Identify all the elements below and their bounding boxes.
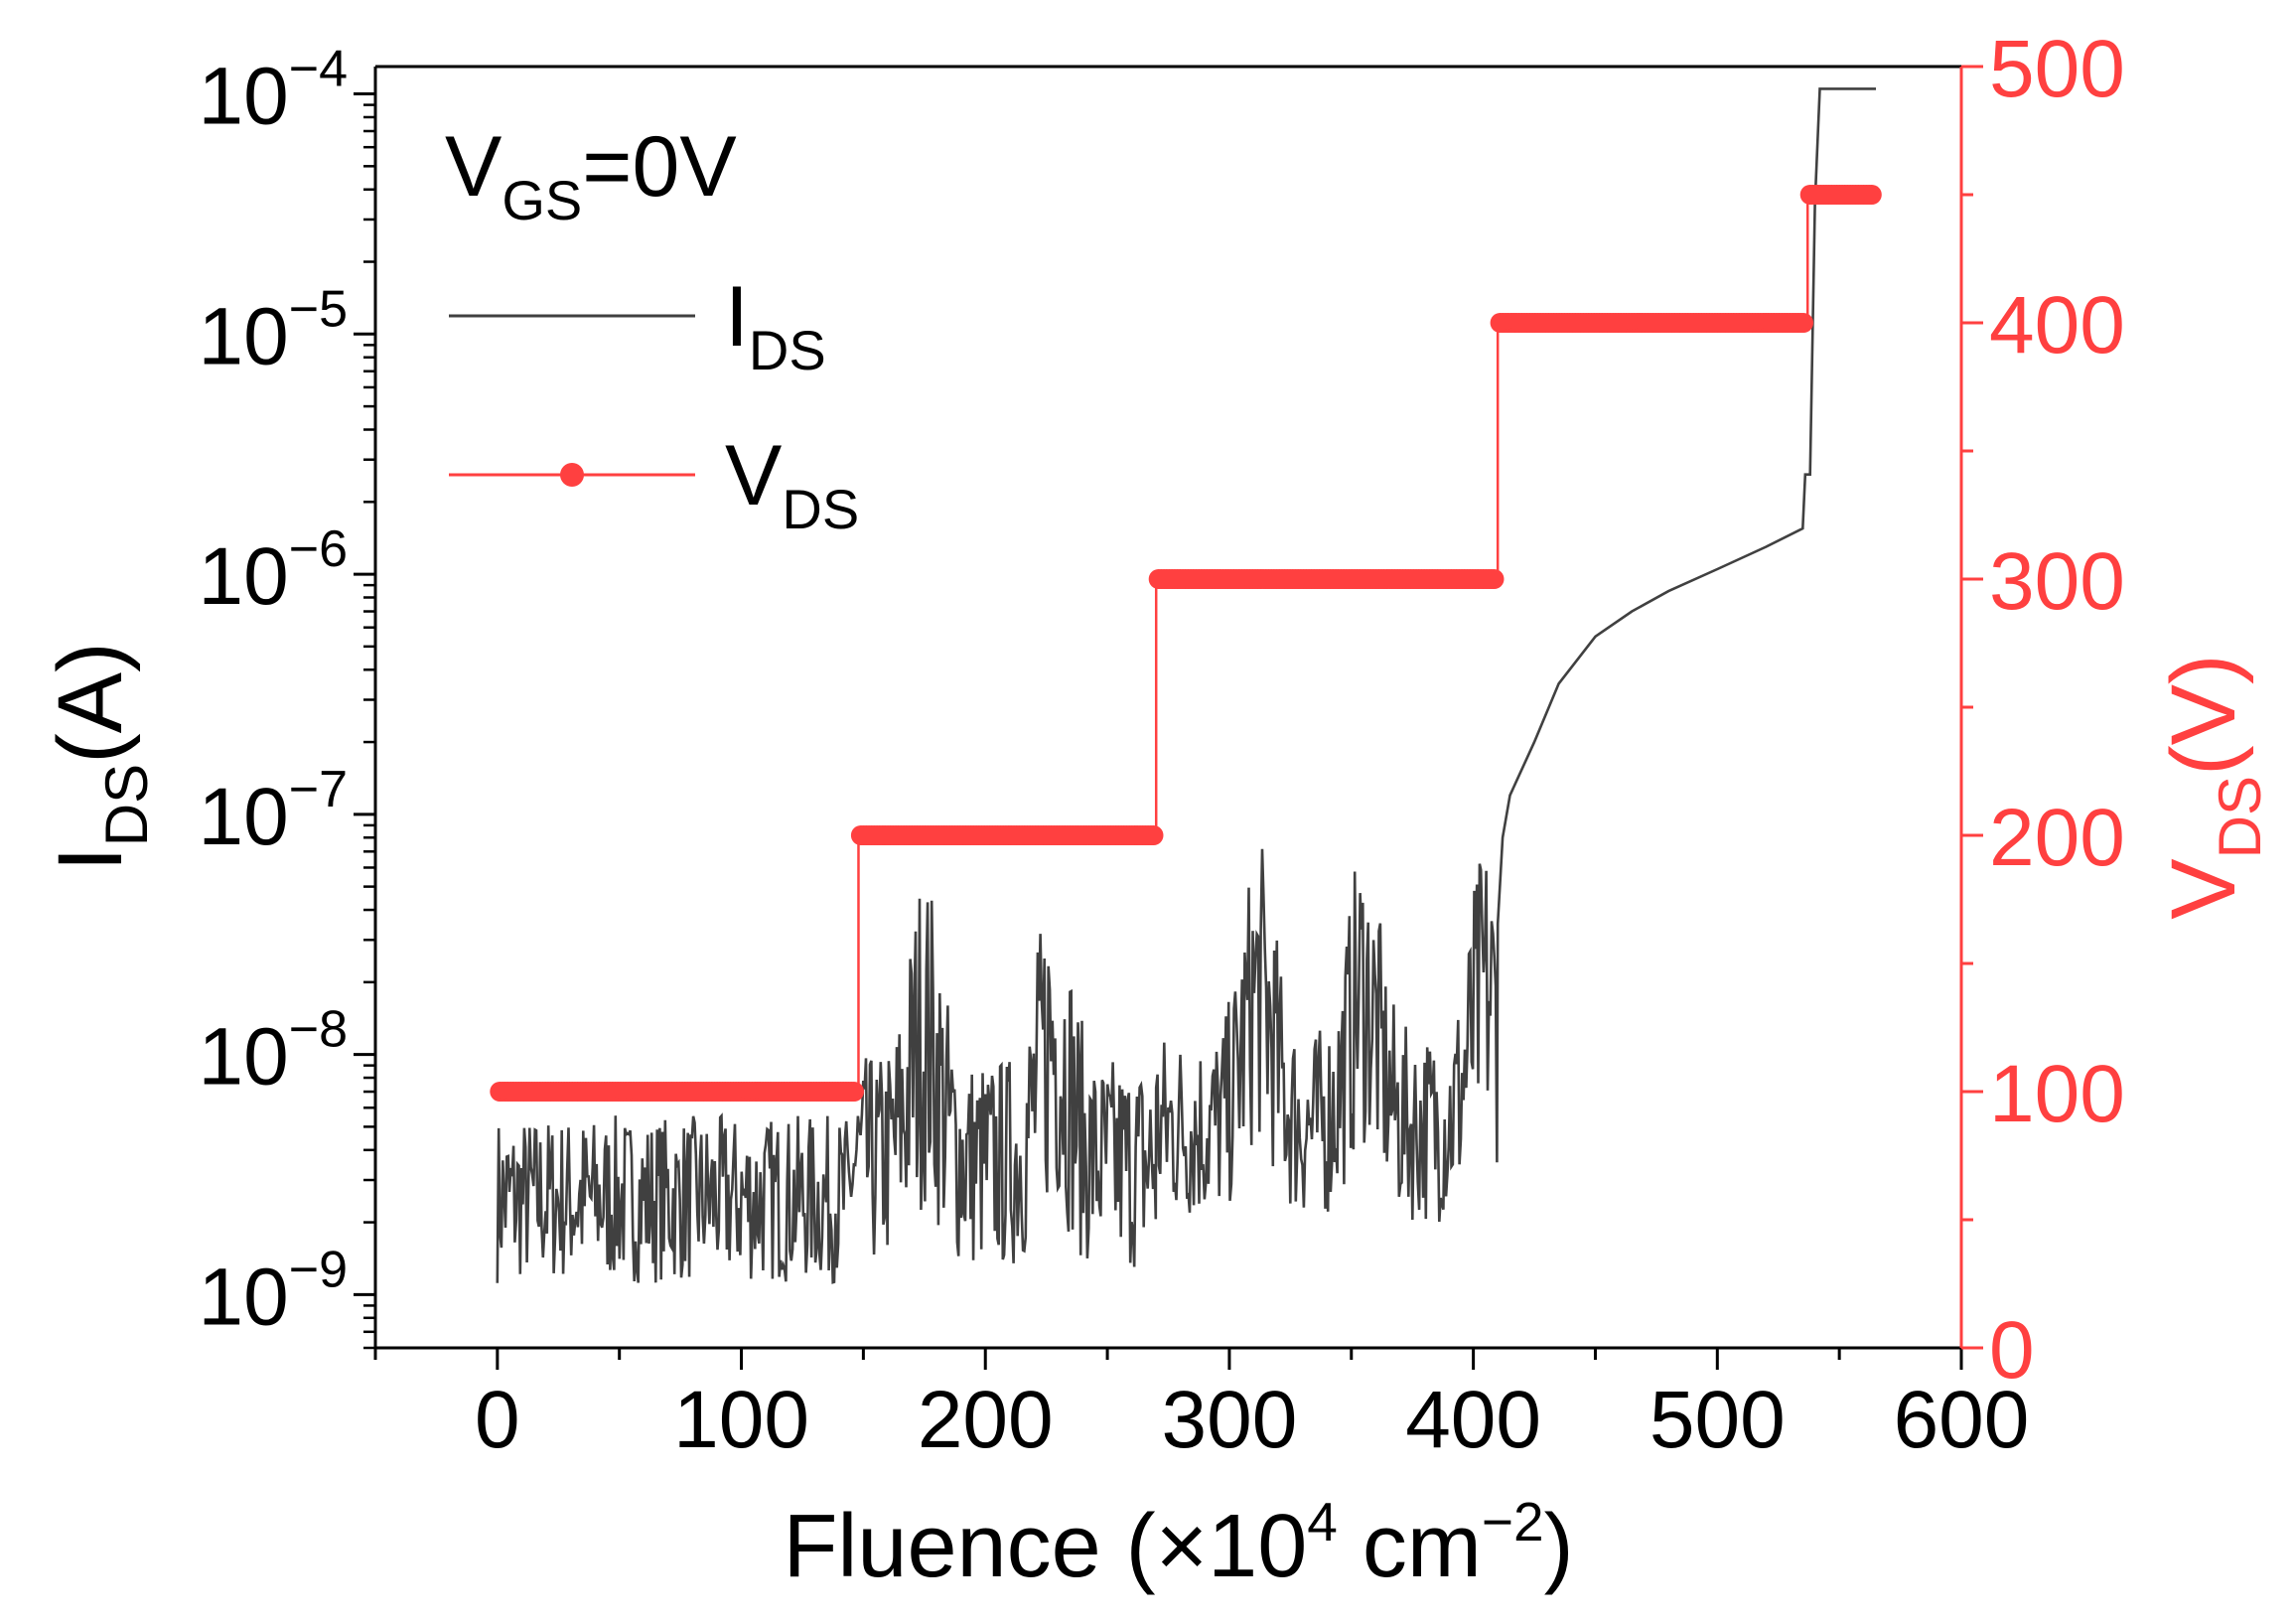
y-left-tick-label: 10−4 [198,41,348,142]
legend-vds-label: VDS [725,428,859,540]
y-left-tick-label: 10−7 [198,761,348,862]
vds-step-200 [850,825,1164,845]
y-right-axis-label: VDS(V) [2153,654,2273,919]
y-right-tick-label: 400 [1989,280,2125,370]
x-tick-label: 0 [475,1375,520,1465]
x-axis-label: Fluence (×104 cm−2) [783,1491,1573,1596]
y-left-tick-label: 10−6 [198,520,348,622]
y-right-tick-label: 300 [1989,536,2125,627]
vgs-annotation: VGS=0V [445,119,737,231]
x-tick-label: 500 [1650,1375,1786,1465]
vds-step-400 [1490,313,1813,333]
y-left-tick-label: 10−5 [198,280,348,381]
y-right-tick-label: 200 [1989,793,2125,883]
y-left-axis-label: IDS(A) [40,642,160,872]
vds-point [844,1082,864,1102]
x-tick-label: 200 [918,1375,1054,1465]
x-tick-label: 300 [1162,1375,1298,1465]
vds-step-100 [490,1082,864,1102]
vds-point [1794,313,1813,333]
legend-ids-label: IDS [725,269,826,381]
x-tick-label: 600 [1894,1375,2030,1465]
vds-point [1143,825,1164,845]
legend-vds-marker [560,463,584,487]
y-right-tick-label: 0 [1989,1305,2035,1396]
legend: IDS VDS [449,269,859,540]
y-left-tick-label: 10−9 [198,1241,348,1342]
ids-series-line [496,87,1876,1284]
vds-point [1861,185,1882,205]
vds-step-450 [1799,185,1882,205]
y-right-tick-label: 100 [1989,1049,2125,1139]
x-tick-label: 100 [673,1375,809,1465]
y-right-tick-label: 500 [1989,24,2125,114]
vds-step-300 [1148,569,1505,589]
y-left-tick-label: 10−8 [198,1001,348,1103]
x-tick-label: 400 [1405,1375,1541,1465]
vds-point [1484,569,1505,589]
